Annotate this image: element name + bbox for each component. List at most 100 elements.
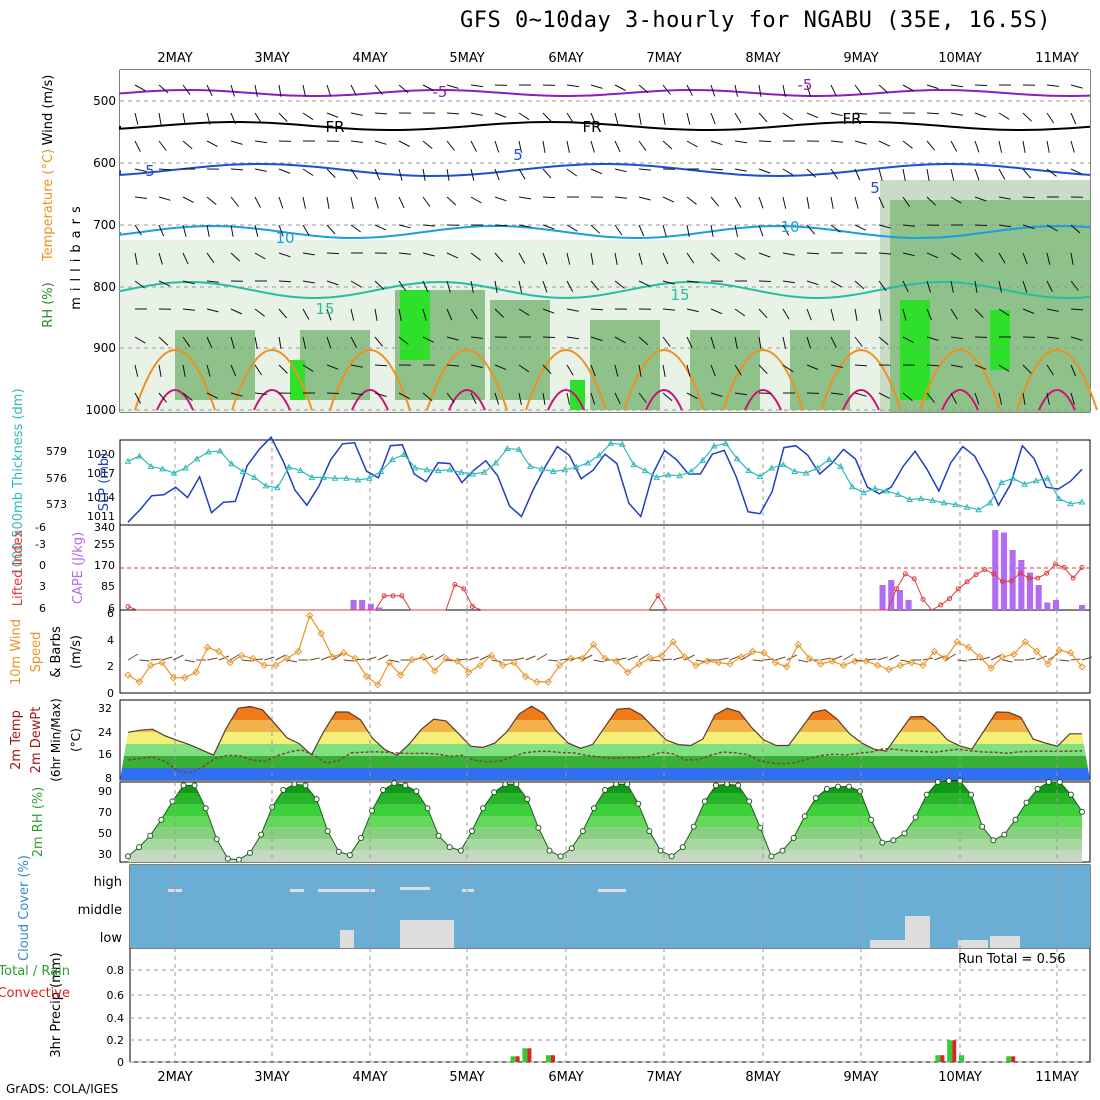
cape-bar <box>1026 572 1033 610</box>
wind-barb <box>518 252 526 264</box>
rh-point <box>912 814 919 821</box>
wind-barb <box>566 112 574 124</box>
temp-ylabel-1: 2m Temp <box>9 710 24 770</box>
wind-barb <box>710 84 716 97</box>
wind-barb <box>734 224 739 237</box>
wind-barb <box>734 112 742 124</box>
wind-barb-10m <box>990 654 1002 661</box>
wind-barb <box>398 336 409 345</box>
temp-tick-label: 16 <box>98 748 112 761</box>
wind-barb <box>470 84 483 88</box>
wind-barb <box>1070 392 1075 405</box>
wind-point <box>805 654 814 663</box>
wind-barb <box>1070 224 1081 234</box>
wind-point <box>419 653 427 661</box>
wind-barb <box>782 280 795 284</box>
day-label-top: 7MAY <box>646 51 681 66</box>
wind-barb <box>254 196 261 208</box>
wind-barb <box>374 84 383 95</box>
wind-barb <box>590 224 601 234</box>
wind-barb <box>470 308 479 320</box>
wind-barb <box>854 364 868 367</box>
wind-barb-10m <box>525 655 536 661</box>
wind-barb <box>1022 112 1032 122</box>
wind-barb <box>422 196 431 207</box>
rh-point <box>613 781 620 788</box>
wind-barb <box>854 224 867 231</box>
rh-point <box>823 785 830 792</box>
thickness-tick-label: 576 <box>46 472 67 485</box>
wind-barb <box>158 392 167 403</box>
wind-barb <box>734 364 742 376</box>
li-point <box>938 602 944 608</box>
precip-conv-bar <box>515 1056 520 1062</box>
cape-bar <box>1044 602 1051 610</box>
wind-barb <box>806 224 816 235</box>
wind-barb <box>734 308 746 317</box>
wind-barb <box>422 252 435 257</box>
rh-point <box>923 791 930 798</box>
wind-barb <box>710 112 716 125</box>
cape-bar <box>1052 600 1059 610</box>
wind-point <box>306 611 314 620</box>
wind-barb <box>710 168 724 171</box>
li-point <box>902 571 908 577</box>
wind-barb <box>638 252 643 265</box>
wind-barb <box>350 112 363 116</box>
li-point <box>1053 561 1058 567</box>
wind-barb <box>1070 112 1077 125</box>
wind-barb <box>902 224 915 227</box>
wind-barb <box>758 140 772 142</box>
wind-barb <box>302 112 314 121</box>
contour-25 <box>941 389 979 411</box>
slp-ylabel-left: 1000-500mb Thickness (dm) <box>11 388 26 575</box>
wind-barb <box>974 196 987 202</box>
wind-barb <box>878 252 892 255</box>
wind-barb <box>182 140 193 150</box>
day-label-top: 10MAY <box>938 51 982 66</box>
wind-barb <box>638 280 651 287</box>
wind-barb <box>590 168 603 175</box>
wind-barb <box>326 224 336 235</box>
cloud-level-label: middle <box>78 903 122 918</box>
wind-barb <box>950 364 963 368</box>
wind-barb <box>374 336 383 347</box>
cape-bar <box>367 603 374 611</box>
wind-barb <box>734 84 738 97</box>
wind-barb <box>1070 84 1083 89</box>
wind-barb <box>1070 336 1083 341</box>
precip-tick-label: 0.6 <box>107 989 125 1002</box>
rh-point <box>657 847 664 854</box>
wind-barb-10m <box>843 653 854 661</box>
wind-point <box>340 649 348 657</box>
contour-5 <box>119 162 1091 178</box>
contour-25 <box>351 389 389 411</box>
contour-25 <box>645 389 683 411</box>
wind-barb-10m <box>457 658 468 661</box>
li-point <box>947 596 952 602</box>
wind-barb <box>302 84 306 97</box>
wind-barb <box>614 196 627 199</box>
wind-barb <box>518 196 531 200</box>
wind-barb <box>758 280 772 282</box>
li-point <box>655 593 661 599</box>
rh-point <box>369 807 375 814</box>
wind-point <box>589 640 598 649</box>
wind-barb <box>806 168 817 178</box>
wind-barb-10m <box>582 654 593 661</box>
rh-point <box>890 837 897 844</box>
wind-barb-10m <box>1059 659 1070 662</box>
wind-barb <box>950 168 955 181</box>
wind-barb <box>566 392 570 405</box>
wind-barb <box>878 84 889 94</box>
wind-barb <box>782 252 795 256</box>
rh-bands <box>128 780 1082 862</box>
contour-20 <box>231 349 313 411</box>
wind-barb <box>542 392 546 405</box>
wind-point <box>578 654 586 663</box>
rh-point <box>247 849 253 856</box>
wind-barb <box>158 252 163 265</box>
wind-barb <box>1046 224 1058 232</box>
wind-barb <box>662 336 671 347</box>
wind-barb <box>926 336 939 341</box>
